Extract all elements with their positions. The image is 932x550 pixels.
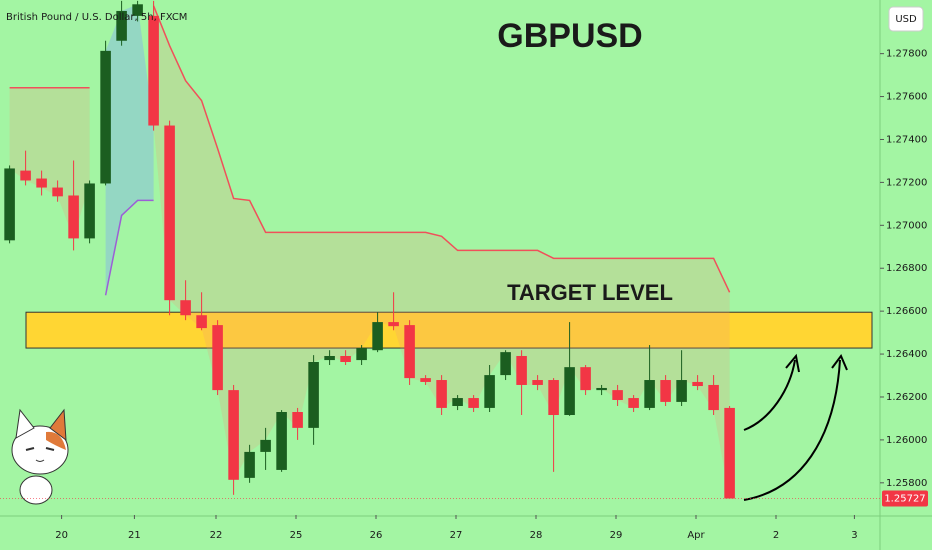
candle-body [52, 187, 63, 197]
trend-fill [105, 4, 154, 296]
candle-body [292, 412, 303, 428]
arrow-head [831, 354, 848, 371]
candle-body [260, 439, 271, 452]
candle-body [516, 355, 527, 385]
candle-body [596, 387, 607, 391]
candle-body [548, 380, 559, 416]
candle-body [276, 412, 287, 470]
candle-body [68, 195, 79, 239]
candle-body [676, 380, 687, 402]
indicator-line [9, 5, 731, 293]
candle-body [4, 168, 15, 241]
candle-body [340, 355, 351, 363]
x-tick-label: 28 [530, 530, 543, 541]
candle-body [100, 50, 111, 184]
candle-body [388, 322, 399, 327]
target-zone [25, 311, 873, 349]
candle-body [532, 380, 543, 385]
candle-body [84, 183, 95, 239]
x-tick-label: 21 [128, 530, 141, 541]
y-tick-label: 1.27400 [886, 134, 927, 145]
chart-title: GBPUSD [497, 17, 642, 55]
candle-body [164, 125, 175, 301]
mascot [11, 408, 69, 505]
last-price-label: 1.25727 [884, 493, 925, 504]
candle-body [724, 407, 735, 499]
candle-body [212, 325, 223, 391]
candle-body [468, 398, 479, 408]
candle-body [180, 300, 191, 316]
last-price-box [882, 490, 928, 507]
candle-body [228, 390, 239, 480]
x-tick-label: 2 [773, 530, 779, 541]
y-tick-label: 1.26400 [886, 349, 927, 360]
candle-body [644, 380, 655, 408]
annotation: TARGET LEVEL [507, 280, 673, 305]
x-tick-label: 20 [55, 530, 68, 541]
candle-body [420, 378, 431, 382]
x-tick-label: 27 [450, 530, 463, 541]
x-tick-label: 26 [370, 530, 383, 541]
y-tick-label: 1.26000 [886, 435, 927, 446]
candle-body [484, 375, 495, 408]
y-tick-label: 1.27200 [886, 177, 927, 188]
candle-body [660, 380, 671, 402]
y-tick-label: 1.27800 [886, 49, 927, 60]
plot-area [4, 0, 873, 499]
indicator-line [104, 199, 154, 296]
candle-body [148, 15, 159, 126]
y-tick-label: 1.27000 [886, 220, 927, 231]
chart-header: British Pound / U.S. Dollar, 5h, FXCM [6, 12, 187, 23]
candle-body [628, 398, 639, 408]
currency-box [888, 6, 924, 32]
candle-body [196, 315, 207, 329]
candle-body [244, 451, 255, 478]
candle-body [132, 4, 143, 16]
candle-body [404, 325, 415, 379]
y-tick-label: 1.27600 [886, 92, 927, 103]
y-tick-label: 1.26800 [886, 263, 927, 274]
candle-body [500, 352, 511, 376]
candle-body [372, 322, 383, 351]
y-tick-label: 1.26200 [886, 392, 927, 403]
arrow-head [785, 353, 800, 373]
candle-body [436, 380, 447, 408]
candle-body [324, 355, 335, 361]
candle-body [452, 398, 463, 406]
y-tick-label: 1.26600 [886, 306, 927, 317]
x-tick-label: 25 [290, 530, 303, 541]
x-tick-label: Apr [687, 530, 705, 541]
candle-body [20, 170, 31, 181]
candle-body [708, 384, 719, 411]
y-tick-label: 1.25800 [886, 478, 927, 489]
x-tick-label: 29 [610, 530, 623, 541]
candle-body [564, 367, 575, 416]
currency: USD [895, 14, 917, 25]
arrow [743, 359, 796, 431]
candle-body [692, 381, 703, 387]
candle-body [116, 10, 127, 41]
x-tick-label: 3 [851, 530, 857, 541]
candle-body [580, 367, 591, 391]
x-tick-label: 22 [210, 530, 223, 541]
candle-body [356, 348, 367, 361]
candle-body [308, 362, 319, 428]
arrow [743, 359, 841, 501]
candle-body [612, 390, 623, 400]
candle-body [36, 178, 47, 188]
